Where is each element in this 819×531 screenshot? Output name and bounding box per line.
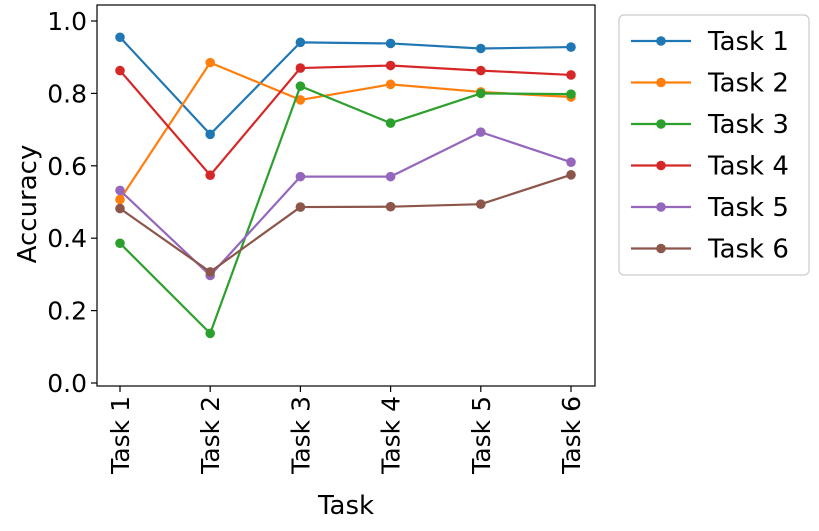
data-point: [476, 88, 486, 99]
data-point: [205, 129, 215, 140]
data-point: [115, 32, 125, 43]
y-tick-label: 0.6: [47, 152, 87, 181]
data-point: [295, 171, 306, 182]
data-point: [566, 70, 576, 80]
data-point: [385, 79, 396, 90]
data-point: [385, 201, 396, 212]
legend-entry: Task 6: [631, 235, 789, 265]
data-point: [205, 267, 215, 277]
x-tick-label: Task 6: [557, 396, 586, 475]
legend-swatch-marker: [656, 160, 666, 171]
data-point: [385, 38, 396, 49]
y-tick-label: 1.0: [47, 7, 87, 36]
x-tick-label: Task 3: [286, 396, 315, 475]
x-tick-label: Task 5: [467, 396, 496, 475]
data-point: [205, 57, 215, 68]
data-point: [115, 194, 125, 205]
legend-entry: Task 1: [631, 27, 789, 57]
legend-swatch-marker: [656, 77, 666, 88]
data-point: [385, 171, 396, 182]
data-point: [115, 185, 125, 196]
series-4: [115, 60, 576, 181]
series-line: [119, 173, 572, 273]
legend-entry: Task 2: [631, 69, 789, 99]
plot-area: [96, 4, 596, 387]
series-line: [119, 61, 572, 201]
data-point: [566, 170, 576, 180]
y-tick-label: 0.0: [47, 369, 87, 398]
y-tick-label: 0.8: [47, 79, 87, 108]
data-point: [295, 63, 306, 73]
data-point: [566, 157, 576, 167]
data-point: [566, 42, 576, 52]
data-point: [295, 37, 306, 48]
x-axis: Task 1 Task 2 Task 3 Task 4 Task 5 Task 6: [106, 386, 586, 475]
y-axis: 0.0 0.2 0.4 0.6 0.8 1.0: [47, 7, 97, 398]
x-tick-label: Task 2: [196, 396, 225, 475]
data-point: [115, 203, 125, 214]
legend-box: [618, 14, 810, 276]
legend-entry: Task 3: [631, 110, 789, 140]
legend-label: Task 6: [707, 235, 789, 265]
data-point: [205, 170, 215, 181]
legend-swatch-marker: [656, 119, 666, 129]
data-point: [476, 43, 486, 54]
legend-swatch-marker: [656, 36, 666, 46]
legend-entry: Task 4: [631, 152, 789, 182]
data-point: [476, 199, 486, 209]
series-1: [115, 32, 576, 140]
data-point: [566, 89, 576, 99]
series-line: [119, 85, 572, 335]
data-point: [115, 65, 125, 76]
data-point: [295, 81, 306, 91]
series-3: [115, 81, 576, 339]
data-point: [476, 127, 486, 137]
y-tick-label: 0.2: [47, 297, 87, 326]
legend-label: Task 4: [707, 152, 789, 182]
x-axis-label: Task: [317, 491, 374, 521]
series-6: [115, 170, 576, 277]
series-line: [119, 64, 572, 177]
series-line: [119, 36, 572, 136]
series-2: [115, 57, 576, 205]
series-5: [115, 127, 576, 281]
data-point: [385, 118, 396, 128]
data-point: [295, 202, 306, 212]
legend-label: Task 5: [707, 193, 789, 223]
series-line: [119, 131, 572, 277]
legend-entry: Task 5: [631, 193, 789, 223]
x-tick-label: Task 4: [377, 396, 406, 475]
x-tick-label: Task 1: [106, 396, 135, 475]
legend-swatch-marker: [656, 243, 666, 254]
legend-label: Task 1: [707, 27, 789, 57]
y-tick-label: 0.4: [47, 224, 87, 253]
data-point: [385, 60, 396, 71]
legend-label: Task 3: [707, 110, 789, 140]
data-point: [476, 65, 486, 76]
legend-label: Task 2: [707, 69, 789, 99]
data-point: [295, 95, 306, 105]
data-point: [205, 328, 215, 339]
plot-frame: [96, 4, 596, 387]
data-point: [115, 238, 125, 249]
legend-swatch-marker: [656, 202, 666, 212]
y-axis-label: Accuracy: [13, 145, 43, 264]
legend: Task 1 Task 2 Task 3 Task 4 Task 5 Task 6: [618, 14, 810, 276]
